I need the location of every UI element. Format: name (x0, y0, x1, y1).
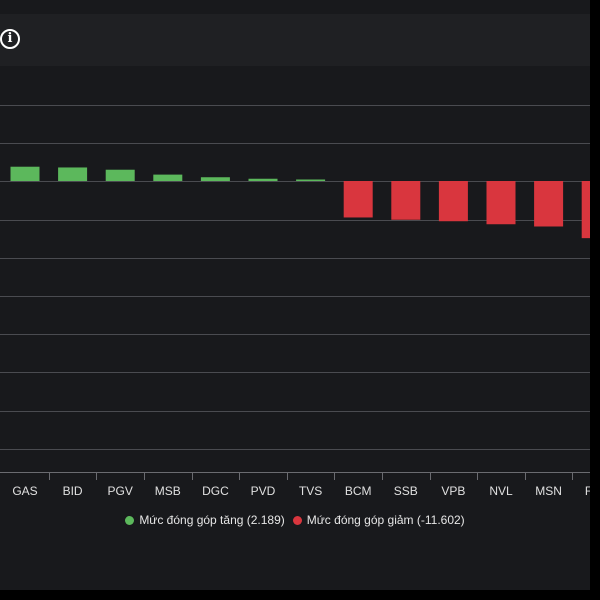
x-tick-label-dgc: DGC (202, 484, 229, 498)
bar-dgc[interactable] (200, 177, 230, 181)
x-tick-label-bcm: BCM (345, 484, 372, 498)
legend-item-positive[interactable]: Mức đóng góp tăng (2.189) (125, 513, 285, 527)
x-tick-label-bid: BID (63, 484, 83, 498)
x-tick-label-gas: GAS (12, 484, 37, 498)
legend-positive-label: Mức đóng góp tăng (2.189) (139, 513, 285, 527)
x-tick-label-pgv: PGV (108, 484, 133, 498)
x-tick-label-vpb: VPB (441, 484, 465, 498)
bar-msb[interactable] (153, 174, 183, 181)
bar-chart: GAS BID PGV MSB DGC PVD TVS BCM SSB VPB NVL MSN FPT (0, 105, 590, 498)
bar-vpb[interactable] (438, 181, 468, 222)
x-tick-label-msn: MSN (535, 484, 562, 498)
chart-legend: Mức đóng góp tăng (2.189) Mức đóng góp g… (0, 510, 590, 530)
bar-gas[interactable] (10, 166, 40, 181)
bar-bcm[interactable] (343, 181, 373, 218)
legend-negative-dot (292, 515, 302, 525)
legend-item-negative[interactable]: Mức đóng góp giảm (-11.602) (292, 513, 465, 527)
x-tick-label-pvd: PVD (251, 484, 276, 498)
chart-panel: i GAS BID PGV MSB DGC PVD TVS BCM SSB VPB NVL MSN FP… (0, 0, 590, 590)
x-tick-label-msb: MSB (155, 484, 181, 498)
panel-header (0, 14, 590, 66)
info-circle-icon[interactable]: i (0, 29, 20, 49)
bar-tvs[interactable] (296, 179, 326, 181)
x-tick-label-ssb: SSB (394, 484, 418, 498)
x-tick-label-nvl: NVL (489, 484, 513, 498)
legend-positive-dot (125, 515, 135, 525)
bar-pgv[interactable] (105, 169, 135, 181)
x-tick-label-tvs: TVS (299, 484, 322, 498)
legend-negative-label: Mức đóng góp giảm (-11.602) (306, 513, 465, 527)
x-tick-label-fpt: FPT (585, 484, 590, 498)
bar-bid[interactable] (58, 167, 88, 181)
bar-pvd[interactable] (248, 178, 278, 181)
bar-msn[interactable] (534, 181, 564, 227)
bar-ssb[interactable] (391, 181, 421, 220)
bar-fpt[interactable] (581, 181, 590, 239)
bar-nvl[interactable] (486, 181, 516, 225)
